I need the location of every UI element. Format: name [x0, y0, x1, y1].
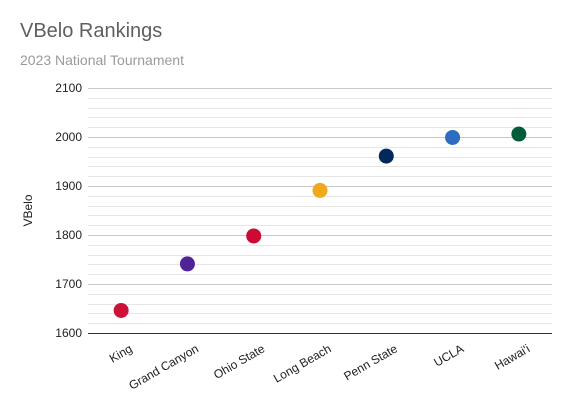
chart-subtitle: 2023 National Tournament [20, 52, 184, 68]
data-point [179, 256, 195, 272]
y-axis-ticks: 1600 1700 1800 1900 2000 2100 [55, 81, 82, 340]
y-tick-label: 2000 [55, 130, 82, 144]
y-tick-label: 1900 [55, 179, 82, 193]
data-points [113, 126, 527, 318]
chart-title: VBelo Rankings [20, 20, 163, 42]
data-point [445, 129, 461, 145]
y-axis-label: VBelo [21, 194, 35, 226]
x-tick-label: Long Beach [271, 341, 333, 385]
x-tick-label: King [107, 341, 135, 365]
y-tick-label: 1600 [55, 326, 82, 340]
x-tick-label: UCLA [431, 341, 466, 369]
x-tick-label: Grand Canyon [126, 341, 201, 392]
data-point [511, 126, 527, 142]
x-tick-label: Ohio State [211, 341, 267, 382]
data-point [378, 148, 394, 164]
data-point [113, 302, 129, 318]
y-tick-label: 1700 [55, 277, 82, 291]
x-tick-label: Hawai'i [492, 341, 532, 372]
y-tick-label: 2100 [55, 81, 82, 95]
data-point [312, 182, 328, 198]
gridlines [88, 88, 552, 334]
y-tick-label: 1800 [55, 228, 82, 242]
x-tick-label: Penn State [341, 341, 400, 383]
data-point [246, 228, 262, 244]
